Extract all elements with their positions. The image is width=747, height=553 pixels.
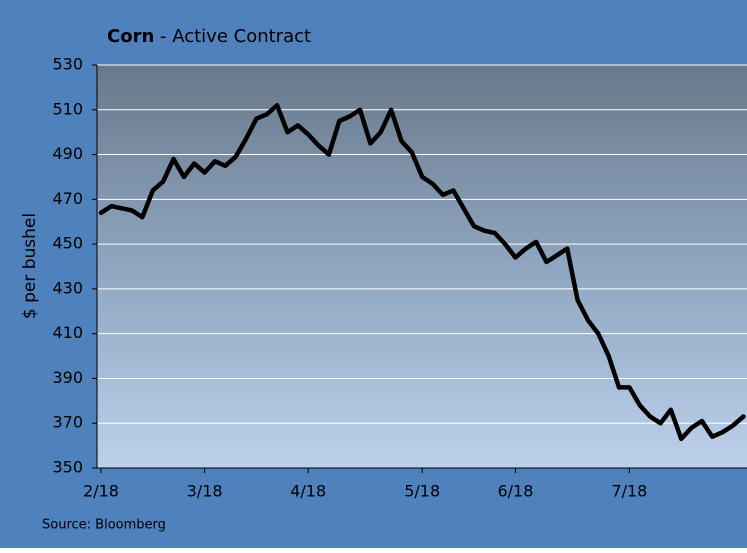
y-tick-label: 470 — [52, 189, 83, 208]
title-main: Corn — [107, 26, 154, 47]
y-axis-label: $ per bushel — [20, 213, 40, 319]
y-tick-label: 530 — [52, 55, 83, 74]
y-tick-label: 490 — [52, 144, 83, 163]
y-tick-label: 390 — [52, 368, 83, 387]
title-sub: - Active Contract — [160, 26, 311, 47]
y-tick-label: 350 — [52, 458, 83, 477]
y-tick-label: 410 — [52, 323, 83, 342]
x-tick-label: 5/18 — [404, 482, 440, 501]
x-tick-label: 6/18 — [497, 482, 533, 501]
y-tick-label: 430 — [52, 278, 83, 297]
x-tick-label: 3/18 — [187, 482, 223, 501]
plot-area — [97, 65, 747, 468]
y-tick-label: 510 — [52, 99, 83, 118]
x-tick-label: 2/18 — [83, 482, 119, 501]
source: Source: Bloomberg — [42, 518, 166, 533]
y-tick-label: 370 — [52, 413, 83, 432]
chart-title: Corn - Active Contract — [107, 26, 311, 47]
x-tick-label: 4/18 — [290, 482, 326, 501]
x-tick-label: 7/18 — [611, 482, 647, 501]
price-line — [98, 103, 746, 442]
y-tick-label: 450 — [52, 234, 83, 253]
